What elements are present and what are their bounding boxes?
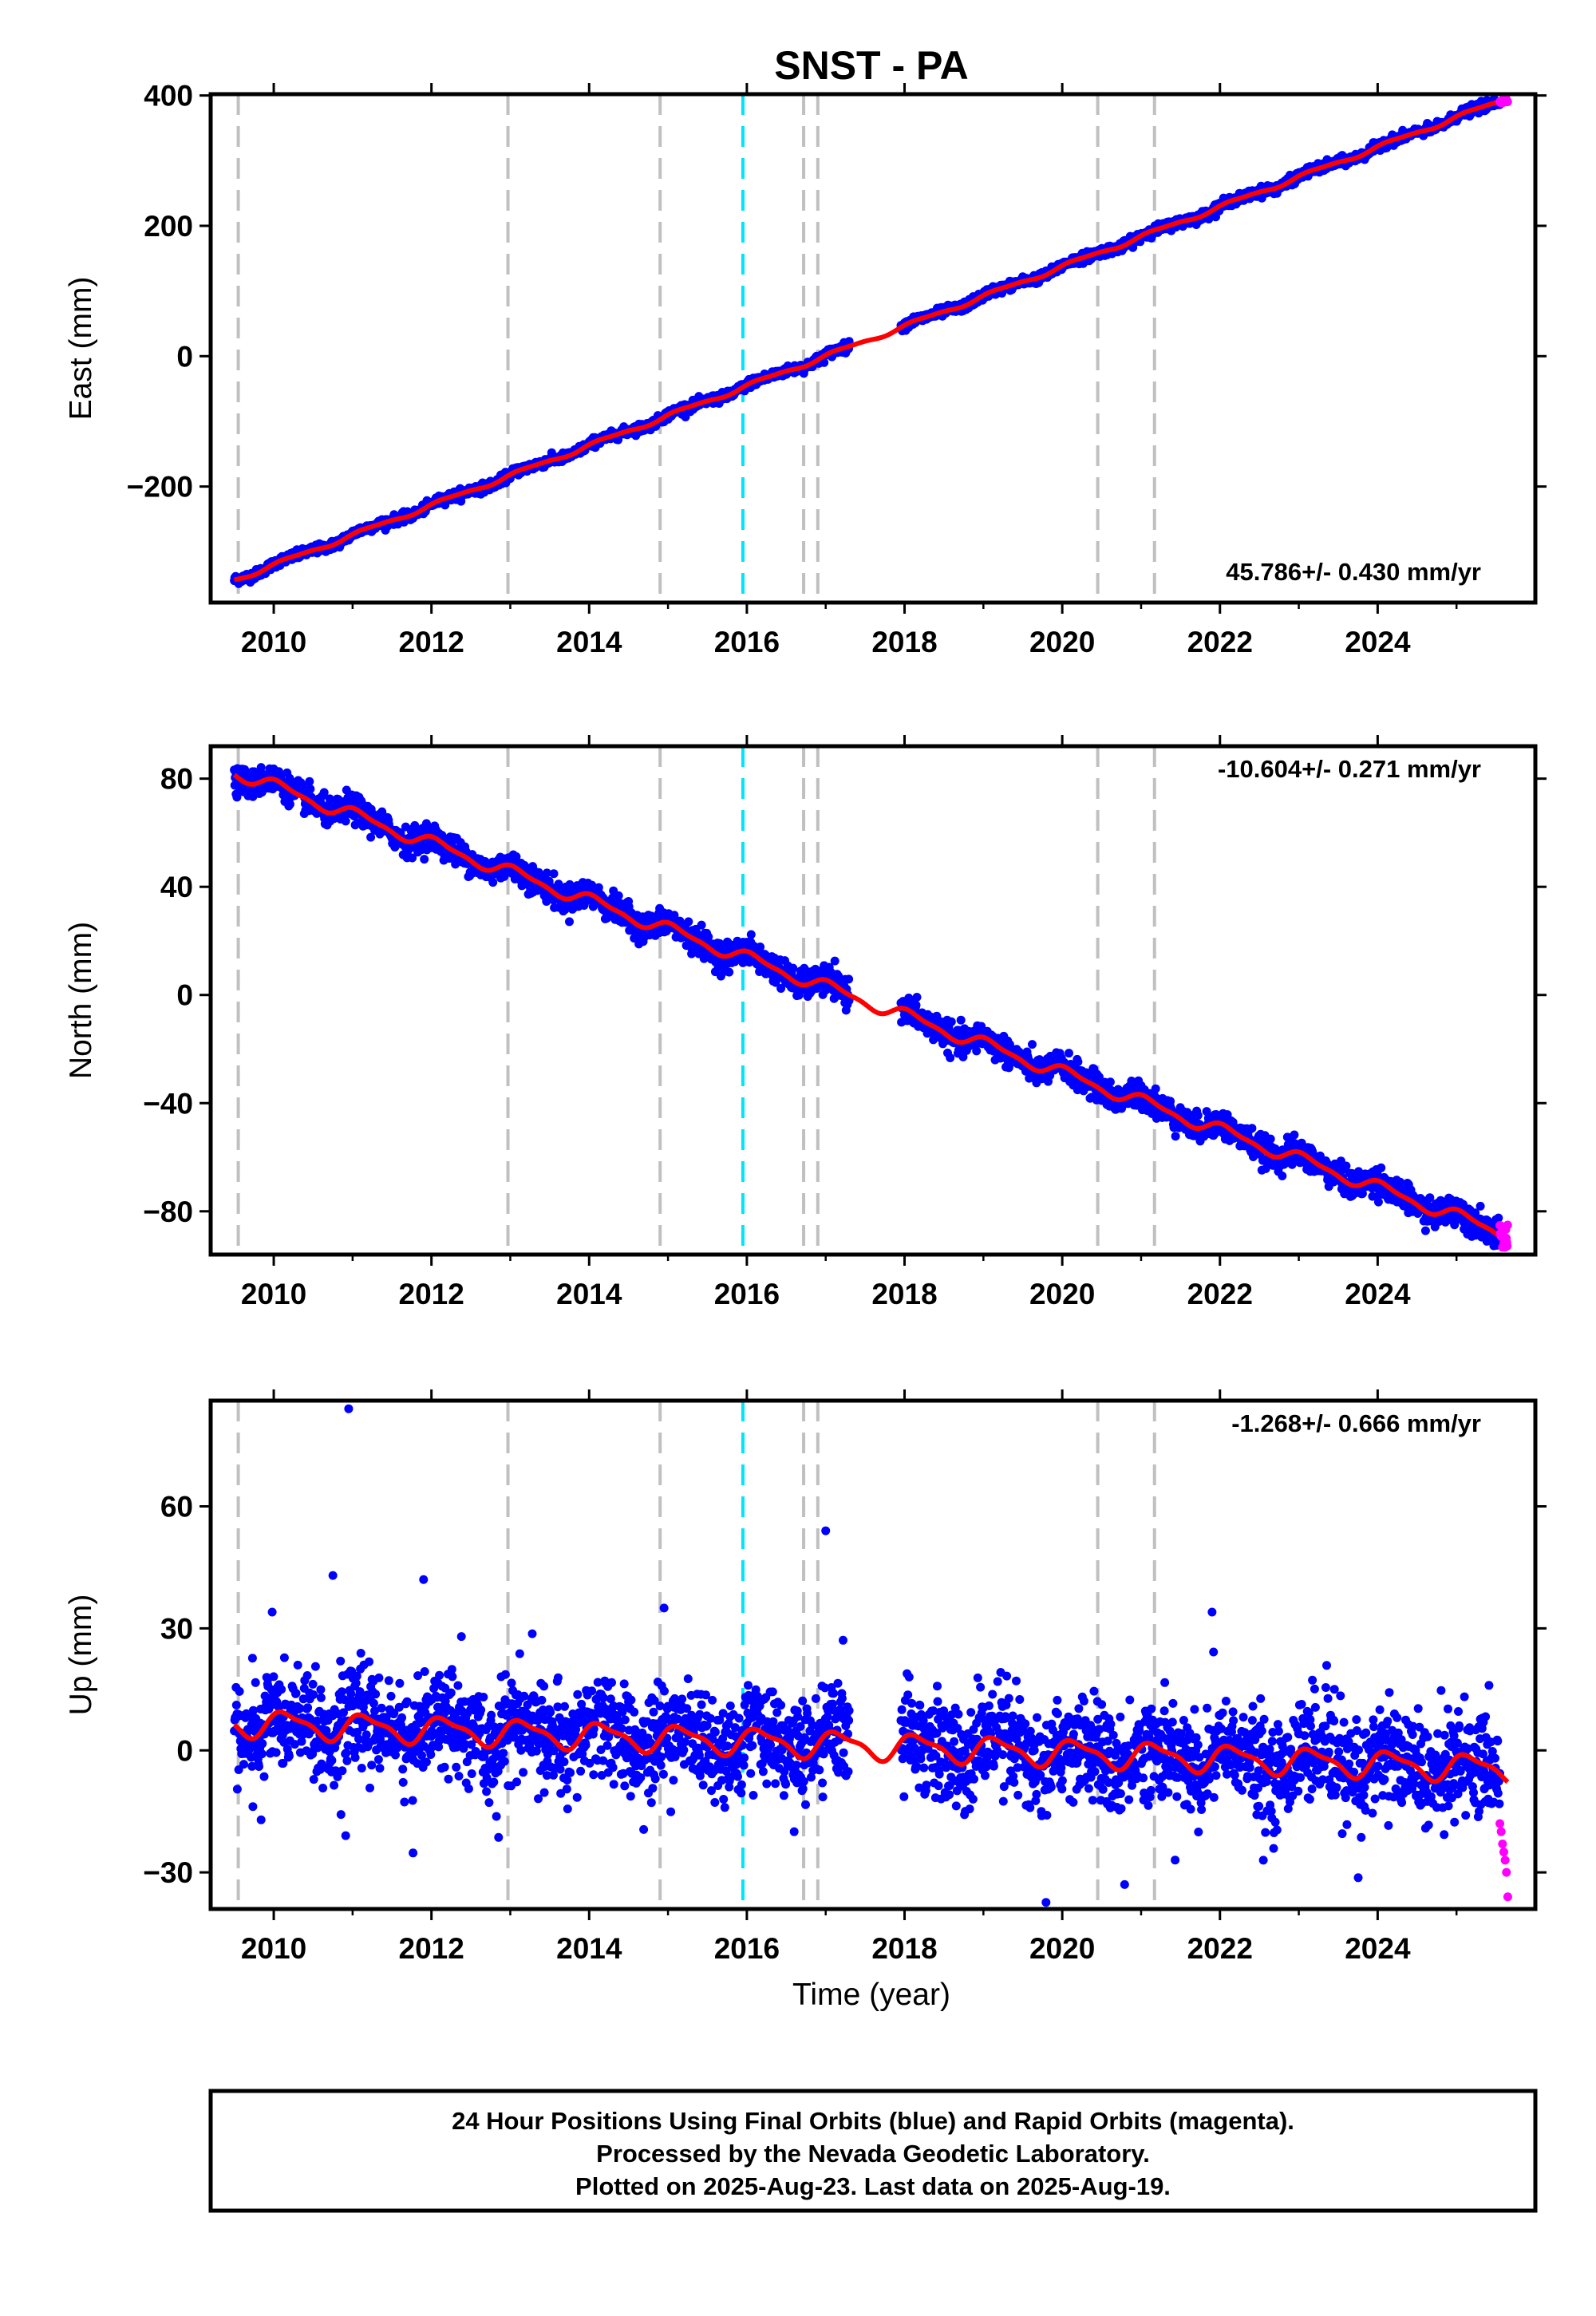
north-data-point xyxy=(912,993,922,1002)
north-data-point xyxy=(565,917,574,927)
north-data-point xyxy=(420,855,429,864)
east-y-tick-label: 200 xyxy=(144,210,193,243)
east-rate-label: 45.786+/- 0.430 mm/yr xyxy=(1226,558,1481,586)
east-x-tick-label: 2020 xyxy=(1029,626,1095,658)
east-x-tick-label: 2022 xyxy=(1187,626,1253,658)
north-data-point xyxy=(305,777,314,786)
north-data-point xyxy=(306,785,315,794)
east-y-axis-label: East (mm) xyxy=(64,277,98,421)
north-data-point xyxy=(614,891,623,900)
east-rapid-point xyxy=(1503,97,1512,107)
north-data-point xyxy=(684,917,693,927)
east-x-tick-label: 2010 xyxy=(241,626,306,658)
north-data-point xyxy=(1105,1077,1115,1087)
east-y-tick-label: 400 xyxy=(144,80,193,113)
north-data-point xyxy=(1151,1084,1160,1093)
north-data-point xyxy=(844,974,854,984)
north-data-point xyxy=(488,878,498,887)
north-data-point xyxy=(549,869,559,879)
north-data-point xyxy=(830,956,839,966)
north-data-point xyxy=(1171,1132,1180,1141)
east-y-tick-label: −200 xyxy=(127,471,193,504)
east-panel: 2010 2012 2014 2016 2018 2020 2022 2024 −200 0 200… xyxy=(64,80,1547,658)
east-x-tick-label: 2018 xyxy=(871,626,937,658)
north-data-point xyxy=(946,1053,955,1062)
figure-title: SNST - PA xyxy=(774,43,969,88)
north-data-point xyxy=(1065,1049,1073,1058)
east-x-tick-label: 2024 xyxy=(1345,626,1411,658)
east-data-point xyxy=(820,358,829,367)
north-data-point xyxy=(911,1001,921,1010)
north-data-point xyxy=(285,800,294,809)
north-data-point xyxy=(946,1017,956,1026)
east-plot-area xyxy=(230,94,1512,603)
north-data-point xyxy=(697,920,706,930)
north-data-point xyxy=(1073,1057,1083,1066)
east-x-tick-label: 2016 xyxy=(714,626,780,658)
north-data-point xyxy=(972,1046,982,1056)
north-data-point xyxy=(725,967,734,977)
north-data-point xyxy=(956,1015,966,1025)
north-data-point xyxy=(1028,1040,1037,1049)
east-x-tick-label: 2012 xyxy=(399,626,464,658)
north-data-point xyxy=(746,930,756,939)
east-x-tick-label: 2014 xyxy=(556,626,622,658)
north-data-point xyxy=(788,963,798,973)
east-y-tick-label: 0 xyxy=(176,340,193,373)
